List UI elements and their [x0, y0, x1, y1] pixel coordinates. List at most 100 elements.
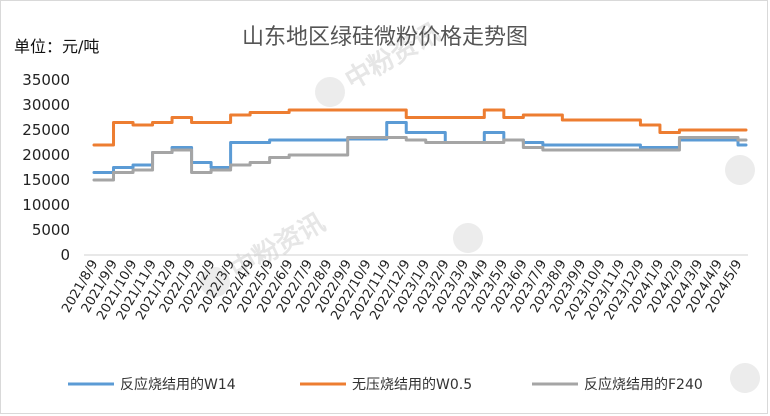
data-point — [92, 171, 96, 174]
watermark-logo-icon — [315, 77, 345, 107]
data-point — [92, 178, 96, 182]
data-point — [580, 148, 584, 152]
data-point — [248, 141, 252, 144]
data-point — [190, 171, 193, 174]
data-point — [502, 116, 506, 119]
unit-label: 单位：元/吨 — [14, 37, 99, 56]
data-point — [424, 141, 427, 144]
data-point — [287, 153, 291, 157]
data-point — [326, 108, 330, 112]
y-tick-label: 10000 — [22, 196, 70, 214]
data-point — [483, 131, 486, 134]
legend-label: 反应烧结用的F240 — [584, 376, 703, 393]
legend-item: 无压烧结用的W0.5 — [300, 377, 472, 393]
data-point — [287, 138, 291, 142]
legend: 反应烧结用的W14 无压烧结用的W0.5 反应烧结用的F240 — [68, 376, 703, 393]
data-point — [307, 108, 310, 112]
data-point — [326, 138, 330, 142]
data-point — [151, 151, 154, 154]
chart-title: 山东地区绿硅微粉价格走势图 — [242, 25, 528, 50]
data-point — [385, 121, 388, 124]
data-point — [483, 141, 486, 144]
y-tick-label: 15000 — [22, 171, 70, 189]
data-point — [483, 108, 486, 112]
data-point — [658, 148, 662, 152]
legend-item: 反应烧结用的F240 — [532, 376, 703, 393]
data-point — [209, 121, 213, 124]
watermark-logo-icon — [730, 363, 760, 393]
data-point — [541, 148, 545, 152]
data-point — [248, 111, 252, 114]
y-tick-label: 20000 — [22, 146, 70, 164]
y-tick-label: 25000 — [22, 121, 70, 139]
data-point — [268, 156, 271, 159]
series-line — [92, 121, 748, 174]
data-point — [697, 128, 701, 132]
y-tick-label: 0 — [60, 246, 70, 264]
watermark-layer: 中粉资讯 中粉资讯 — [200, 18, 760, 393]
data-point — [366, 136, 369, 139]
data-point — [424, 131, 427, 134]
legend-item: 反应烧结用的W14 — [68, 376, 236, 393]
legend-label: 反应烧结用的W14 — [120, 376, 236, 393]
data-point — [541, 113, 545, 117]
series-layer — [92, 108, 748, 182]
data-point — [268, 138, 271, 142]
series-2 — [92, 108, 748, 147]
data-point — [307, 153, 310, 157]
data-point — [639, 148, 642, 152]
data-point — [248, 161, 252, 164]
data-point — [307, 138, 310, 142]
data-point — [131, 123, 135, 127]
data-point — [639, 123, 642, 127]
y-axis: 0 5000 10000 15000 20000 25000 30000 35000 — [22, 71, 70, 264]
data-point — [229, 163, 232, 167]
data-point — [541, 143, 545, 147]
data-point — [619, 143, 623, 147]
data-point — [678, 136, 681, 139]
data-point — [678, 128, 681, 132]
data-point — [619, 148, 623, 152]
watermark-logo-icon — [453, 223, 483, 253]
data-point — [112, 171, 115, 174]
data-point — [580, 143, 584, 147]
data-point — [697, 136, 701, 139]
data-point — [736, 143, 740, 147]
data-point — [444, 116, 447, 119]
y-tick-label: 35000 — [22, 71, 70, 89]
data-point — [463, 141, 466, 144]
data-point — [405, 131, 408, 134]
data-point — [385, 108, 388, 112]
data-point — [619, 118, 623, 122]
legend-label: 无压烧结用的W0.5 — [352, 377, 472, 393]
data-point — [736, 128, 740, 132]
x-axis: 2021/8/92021/9/92021/10/92021/11/92021/1… — [59, 257, 745, 322]
data-point — [424, 116, 427, 119]
data-point — [561, 118, 564, 122]
data-point — [112, 121, 115, 124]
data-point — [170, 148, 174, 152]
data-point — [717, 136, 720, 139]
data-point — [170, 146, 174, 149]
data-point — [736, 138, 740, 142]
data-point — [268, 111, 271, 114]
data-point — [697, 138, 701, 142]
data-point — [639, 146, 642, 149]
data-point — [580, 118, 584, 122]
data-point — [209, 166, 213, 169]
data-point — [287, 108, 291, 112]
data-point — [326, 153, 330, 157]
data-point — [717, 128, 720, 132]
data-point — [658, 131, 662, 134]
data-point — [112, 166, 115, 169]
data-point — [170, 116, 174, 119]
watermark-logo-icon — [200, 267, 230, 297]
data-point — [502, 138, 506, 142]
data-point — [385, 136, 388, 139]
data-point — [522, 113, 525, 117]
y-tick-label: 30000 — [22, 96, 70, 114]
data-point — [405, 138, 408, 142]
data-point — [600, 118, 603, 122]
data-point — [209, 168, 213, 172]
